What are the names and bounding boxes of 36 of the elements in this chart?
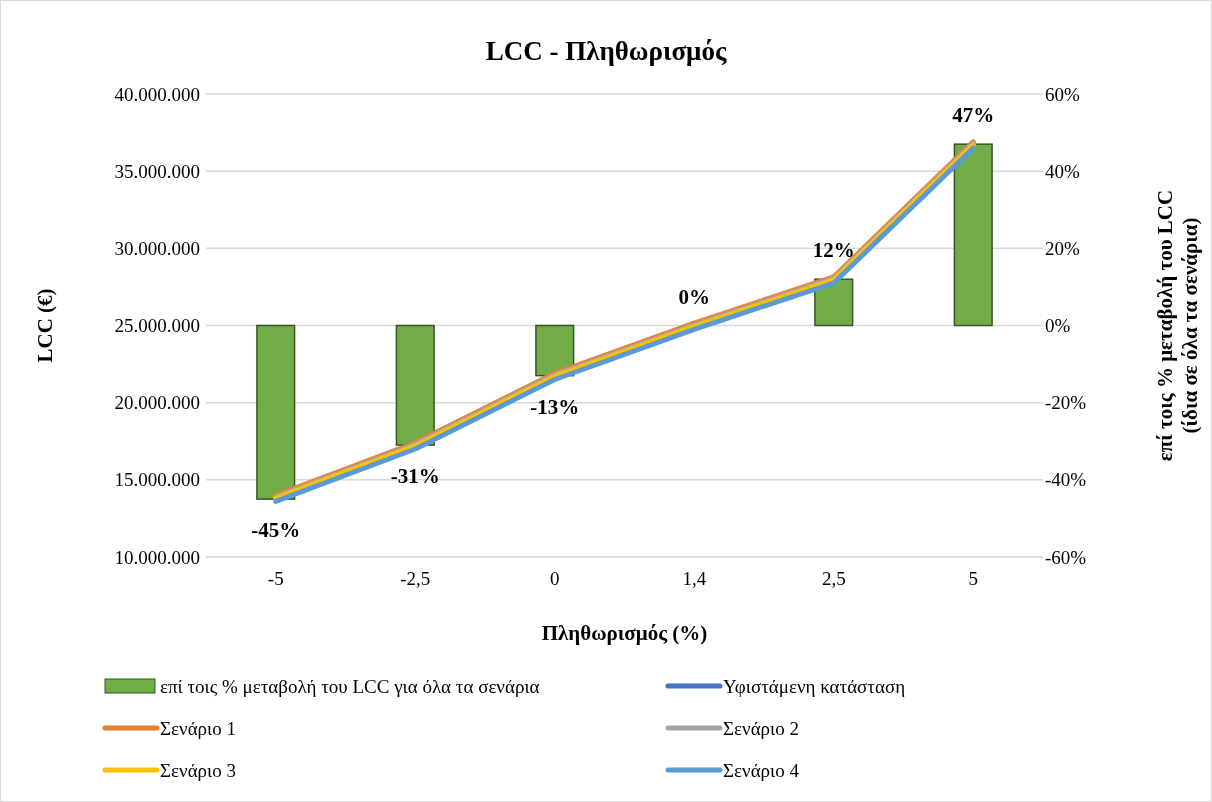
legend-label: Σενάριο 1 bbox=[160, 717, 236, 739]
y-tick-label: 30.000.000 bbox=[114, 237, 200, 259]
y-axis-title: LCC (€) bbox=[33, 288, 57, 363]
data-label: -31% bbox=[390, 464, 440, 489]
y-tick-label: 20.000.000 bbox=[114, 392, 200, 414]
y2-tick-label: 40% bbox=[1045, 160, 1080, 182]
y2-tick-label: 20% bbox=[1045, 237, 1080, 259]
y-tick-label: 25.000.000 bbox=[114, 315, 200, 337]
y2-tick-label: -20% bbox=[1045, 392, 1087, 414]
data-label: -45% bbox=[251, 518, 301, 543]
y2-axis-title: επί τοις % μεταβολή του LCC (ίδια σε όλα τα σενάρια) bbox=[1153, 189, 1202, 462]
y2-tick-label: -60% bbox=[1045, 546, 1087, 568]
y2-tick-label: 0% bbox=[1045, 315, 1071, 337]
legend-label: Σενάριο 3 bbox=[160, 759, 236, 781]
y-tick-label: 40.000.000 bbox=[114, 83, 200, 105]
data-label: 47% bbox=[952, 103, 995, 128]
data-label: 12% bbox=[812, 238, 855, 263]
legend-label: Σενάριο 2 bbox=[723, 717, 799, 739]
x-tick-label: 0 bbox=[550, 568, 560, 589]
legend-label: επί τοις % μεταβολή του LCC για όλα τα σενάρια bbox=[160, 675, 540, 697]
x-tick-label: -5 bbox=[267, 568, 284, 589]
legend-label: Υφιστάμενη κατάσταση bbox=[723, 675, 906, 697]
legend-label: Σενάριο 4 bbox=[723, 759, 800, 781]
chart-title: LCC - Πληθωρισμός bbox=[485, 36, 727, 66]
x-tick-label: 1,4 bbox=[682, 568, 707, 589]
y-tick-label: 15.000.000 bbox=[114, 469, 200, 491]
y-tick-label: 10.000.000 bbox=[114, 546, 200, 568]
data-label: 0% bbox=[678, 284, 710, 309]
x-tick-label: 2,5 bbox=[821, 568, 846, 589]
y2-tick-label: -40% bbox=[1045, 469, 1087, 491]
y-tick-label: 35.000.000 bbox=[114, 160, 200, 182]
x-axis-title: Πληθωρισμός (%) bbox=[541, 621, 708, 645]
data-label: -13% bbox=[530, 394, 580, 419]
x-tick-label: 5 bbox=[968, 568, 978, 589]
x-tick-label: -2,5 bbox=[400, 568, 431, 589]
y2-tick-label: 60% bbox=[1045, 83, 1080, 105]
